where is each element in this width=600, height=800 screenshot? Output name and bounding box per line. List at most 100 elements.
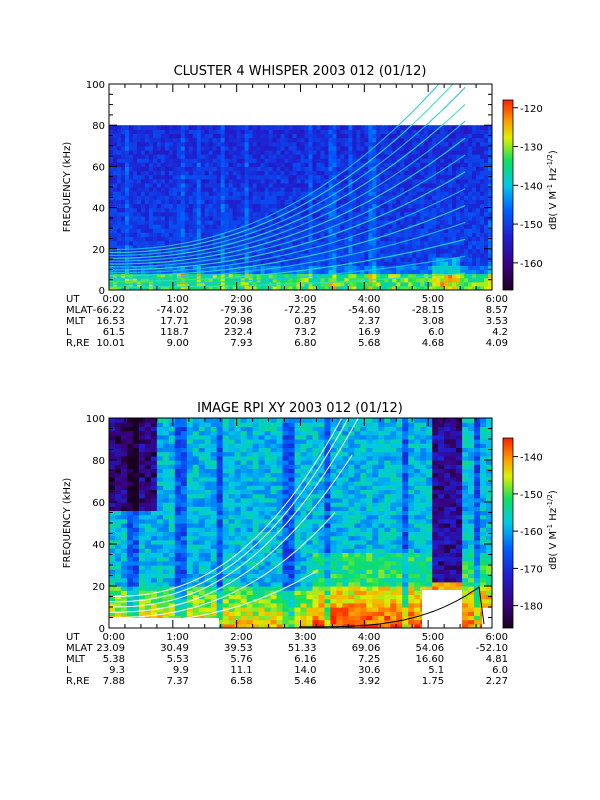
spectrogram-cell — [428, 215, 433, 221]
spectrogram-cell — [126, 418, 134, 423]
spectrogram-cell — [148, 133, 154, 139]
spectrogram-cell — [192, 586, 200, 591]
spectrogram-cell — [186, 607, 194, 612]
spectrogram-cell — [304, 236, 310, 242]
spectrogram-cell — [236, 125, 242, 130]
spectrogram-cell — [364, 174, 369, 180]
spectrogram-cell — [476, 178, 481, 184]
spectrogram-cell — [324, 215, 330, 221]
spectrogram-cell — [324, 182, 330, 188]
spectrogram-cell — [132, 510, 140, 516]
spectrogram-cell — [210, 493, 218, 499]
spectrogram-cell — [132, 244, 138, 250]
ephemeris-value: 4:00 — [358, 294, 380, 305]
spectrogram-cell — [164, 149, 170, 155]
spectrogram-cell — [376, 219, 381, 225]
spectrogram-cell — [464, 195, 469, 200]
spectrogram-cell — [192, 472, 200, 478]
spectrogram-cell — [168, 497, 176, 503]
spectrogram-cell — [316, 195, 322, 200]
spectrogram-cell — [436, 141, 441, 147]
spectrogram-cell — [150, 615, 158, 621]
spectrogram-cell — [388, 162, 393, 167]
spectrogram-cell — [198, 581, 206, 587]
spectrogram-cell — [408, 257, 413, 262]
spectrogram-cell — [120, 485, 128, 490]
spectrogram-cell — [404, 277, 409, 283]
spectrogram-cell — [352, 162, 357, 167]
spectrogram-cell — [200, 145, 206, 151]
spectrogram-cell — [152, 207, 158, 213]
spectrogram-cell — [144, 493, 152, 499]
spectrogram-cell — [128, 236, 134, 242]
spectrogram-cell — [396, 236, 401, 242]
spectrogram-cell — [204, 573, 212, 579]
spectrogram-cell — [336, 265, 341, 270]
spectrogram-cell — [180, 611, 188, 616]
spectrogram-cell — [216, 455, 224, 461]
spectrogram-cell — [296, 174, 302, 180]
spectrogram-cell — [472, 257, 477, 262]
spectrogram-cell — [114, 476, 122, 482]
spectrogram-cell — [368, 257, 373, 262]
spectrogram-cell — [188, 236, 194, 242]
spectrogram-cell — [132, 455, 140, 461]
spectrogram-cell — [460, 228, 465, 233]
spectrogram-cell — [114, 464, 122, 469]
spectrogram-cell — [140, 211, 146, 217]
spectrogram-cell — [204, 502, 212, 507]
spectrogram-cell — [136, 211, 142, 217]
spectrogram-cell — [392, 154, 397, 159]
spectrogram-cell — [340, 170, 345, 176]
spectrogram-cell — [192, 489, 200, 495]
spectrogram-cell — [224, 203, 230, 209]
spectrogram-cell — [216, 195, 222, 200]
spectrogram-cell — [216, 544, 224, 549]
spectrogram-cell — [116, 182, 122, 188]
spectrogram-cell — [168, 481, 176, 486]
spectrogram-cell — [364, 273, 369, 279]
spectrogram-cell — [256, 162, 262, 167]
spectrogram-cell — [144, 552, 152, 558]
spectrogram-cell — [364, 182, 369, 188]
spectrogram-cell — [324, 285, 330, 290]
spectrogram-cell — [192, 211, 198, 217]
spectrogram-cell — [488, 145, 492, 151]
spectrogram-cell — [240, 199, 246, 205]
ephemeris-value: -54.60 — [348, 305, 380, 316]
spectrogram-cell — [244, 228, 250, 233]
spectrogram-cell — [448, 203, 453, 209]
spectrogram-cell — [356, 154, 361, 159]
spectrogram-cell — [138, 577, 146, 583]
spectrogram-cell — [432, 211, 437, 217]
spectrogram-cell — [448, 195, 453, 200]
spectrogram-cell — [160, 158, 166, 163]
spectrogram-cell — [164, 125, 170, 130]
spectrogram-cell — [186, 464, 194, 469]
spectrogram-cell — [192, 244, 198, 250]
spectrogram-cell — [460, 248, 465, 254]
spectrogram-cell — [204, 565, 212, 570]
spectrogram-cell — [120, 447, 128, 453]
spectrogram-cell — [140, 166, 146, 172]
spectrogram-cell — [344, 170, 349, 176]
colorbar-ticks: -120-130-140-150-160 — [513, 104, 543, 270]
spectrogram-cell — [176, 232, 182, 238]
spectrogram-cell — [176, 162, 182, 167]
spectrogram-cell — [284, 261, 290, 266]
spectrogram-cell — [168, 489, 176, 495]
spectrogram-cell — [284, 166, 290, 172]
spectrogram-cell — [138, 527, 146, 532]
spectrogram-cell — [264, 158, 270, 163]
spectrogram-cell — [204, 590, 212, 595]
spectrogram-cell — [356, 211, 361, 217]
spectrogram-cell — [276, 154, 282, 159]
spectrogram-cell — [148, 232, 154, 238]
spectrogram-cell — [424, 129, 429, 135]
spectrogram-cell — [204, 277, 210, 283]
spectrogram-cell — [408, 158, 413, 163]
spectrogram-cell — [328, 265, 334, 270]
spectrogram-cell — [344, 162, 349, 167]
spectrogram-cell — [156, 166, 162, 172]
spectrogram-cell — [114, 455, 122, 461]
